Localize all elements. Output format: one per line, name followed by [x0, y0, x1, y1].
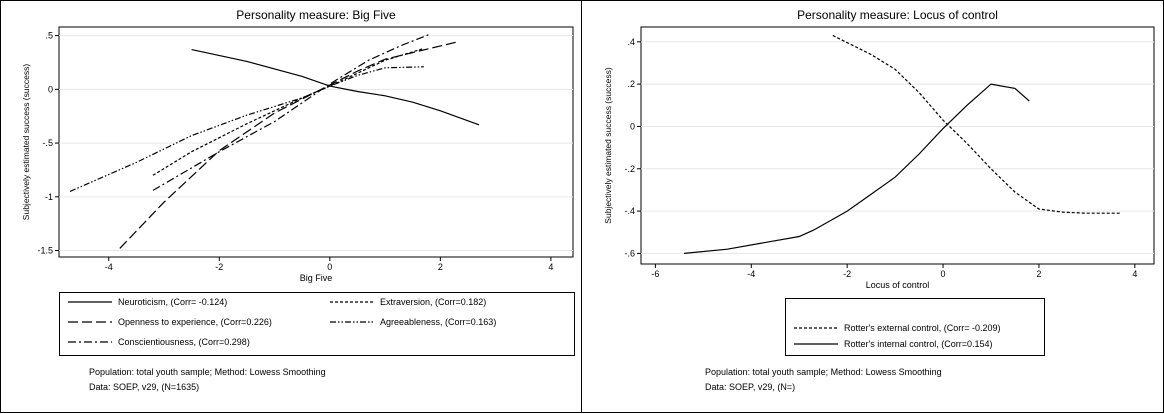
- plot-area: [58, 26, 574, 258]
- big-five-panel: Personality measure: Big Five .5 0 -.5 -1 -1.…: [0, 0, 582, 413]
- legend-item-conscientiousness: Conscientiousness, (Corr=0.298): [68, 337, 250, 347]
- x-tick-label: 0: [327, 262, 332, 272]
- y-tick-label: .4: [627, 37, 635, 47]
- y-tick-label: 0: [48, 84, 53, 94]
- x-tick-label: 2: [1036, 269, 1041, 279]
- legend-label: Conscientiousness, (Corr=0.298): [118, 337, 250, 347]
- x-tick-label: -2: [843, 269, 851, 279]
- x-tick-label: 2: [438, 262, 443, 272]
- series-line-0: [832, 34, 1121, 214]
- y-tick-label: -.4: [624, 206, 635, 216]
- y-tick-label: -.5: [42, 138, 53, 148]
- x-tick-label: -4: [105, 262, 113, 272]
- y-tick-label: -.2: [624, 164, 635, 174]
- locus-of-control-legend: Rotter's external control, (Corr= -0.209…: [785, 298, 1045, 356]
- chart-title: Personality measure: Locus of control: [797, 8, 998, 22]
- data-source-note: Data: SOEP, v29, (N=): [705, 382, 796, 392]
- x-tick-label: 0: [941, 269, 946, 279]
- x-tick-label: -2: [215, 262, 223, 272]
- y-tick-label: 0: [630, 121, 635, 131]
- legend-label: Neuroticism, (Corr= -0.124): [118, 297, 228, 307]
- series-line-3: [69, 66, 424, 192]
- series-line-1: [152, 47, 424, 176]
- series-line-4: [152, 33, 430, 191]
- x-tick-label: -6: [651, 269, 659, 279]
- series-line-1: [684, 83, 1030, 254]
- population-note: Population: total youth sample; Method: …: [705, 367, 942, 377]
- x-tick-label: 4: [1132, 269, 1137, 279]
- x-tick-label: 4: [548, 262, 553, 272]
- legend-label: Extraversion, (Corr=0.182): [380, 297, 487, 307]
- legend-item-external-control: Rotter's external control, (Corr= -0.209…: [794, 323, 1001, 333]
- legend-label: Agreeableness, (Corr=0.163): [380, 317, 497, 327]
- legend-label: Rotter's internal control, (Corr=0.154): [844, 339, 993, 349]
- locus-of-control-chart: Personality measure: Locus of control .4.…: [603, 8, 1155, 290]
- y-axis-label: Subjectively estimated success (success): [21, 64, 31, 221]
- y-tick-label: -1.5: [37, 246, 53, 256]
- plot-area: [640, 26, 1155, 265]
- data-source-note: Data: SOEP, v29, (N=1635): [89, 382, 200, 392]
- legend-label: Openness to experience, (Corr=0.226): [118, 317, 272, 327]
- x-axis-label: Locus of control: [866, 280, 930, 290]
- legend-label: Rotter's external control, (Corr= -0.209…: [844, 323, 1001, 333]
- legend-item-agreeableness: Agreeableness, (Corr=0.163): [330, 317, 496, 327]
- y-tick-label: -1: [45, 192, 53, 202]
- legend-item-internal-control: Rotter's internal control, (Corr=0.154): [794, 339, 993, 349]
- legend-item-extraversion: Extraversion, (Corr=0.182): [330, 297, 486, 307]
- y-tick-label: .5: [45, 31, 53, 41]
- series-line-0: [191, 49, 480, 126]
- chart-title: Personality measure: Big Five: [236, 8, 396, 22]
- y-tick-label: .2: [627, 79, 635, 89]
- legend-item-neuroticism: Neuroticism, (Corr= -0.124): [68, 297, 227, 307]
- x-axis-label: Big Five: [300, 273, 333, 283]
- y-tick-label: -.6: [624, 248, 635, 258]
- big-five-legend: Neuroticism, (Corr= -0.124) Extraversion…: [59, 292, 575, 356]
- locus-of-control-panel: Personality measure: Locus of control .4.…: [582, 0, 1164, 413]
- population-note: Population: total youth sample; Method: …: [89, 367, 326, 377]
- legend-item-openness: Openness to experience, (Corr=0.226): [68, 317, 272, 327]
- series-line-2: [119, 41, 458, 249]
- big-five-chart: Personality measure: Big Five .5 0 -.5 -1 -1.…: [21, 8, 574, 283]
- y-axis-label: Subjectively estimated success (success): [603, 67, 613, 224]
- x-tick-label: -4: [747, 269, 755, 279]
